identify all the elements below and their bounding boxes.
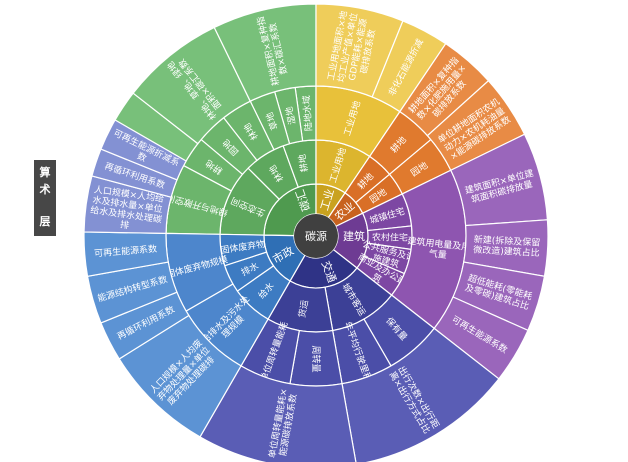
base-label-1: 陆地水域 <box>300 95 314 132</box>
tab-top-char-1: 算 <box>39 165 51 179</box>
outer-label-4: 工业用地面积×地均工业产值×单位GDP能耗×能源碳排放系数 <box>325 10 381 87</box>
outer-segment-20 <box>100 119 187 181</box>
outer-segment-12 <box>341 327 500 462</box>
element-building-label: 建筑 <box>343 229 365 243</box>
subsector-label-12: 货运 <box>296 299 311 319</box>
outer-label-9: 新建(拆除及保留微改造)建筑占比 <box>473 233 541 259</box>
element-industry-label: 工业 <box>318 187 337 212</box>
base-label-14: 周转量 <box>310 345 322 372</box>
subsector-label-8: 农村住宅 <box>372 231 408 244</box>
base-label-2: 湿地 <box>283 106 298 126</box>
center-label: 碳源 <box>305 229 327 243</box>
center: 碳源 <box>294 214 338 258</box>
subsector-label-3: 耕地 <box>296 153 311 173</box>
center-hub <box>294 214 338 258</box>
tab-top <box>34 160 56 236</box>
tab-top-char-3: 层 <box>39 215 51 228</box>
tab-top-char-2: 术 <box>39 182 51 196</box>
